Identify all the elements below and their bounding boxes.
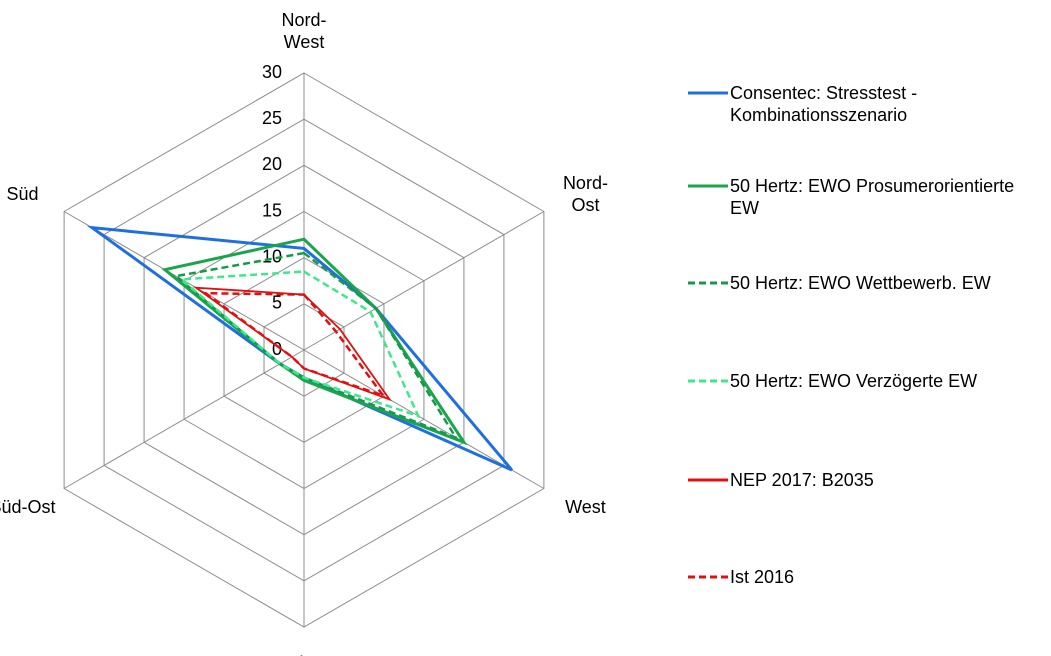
- grid-ring: [263, 303, 345, 397]
- series-line: [161, 237, 468, 446]
- series-line: [178, 270, 421, 419]
- series-line: [201, 291, 387, 399]
- legend-label: 50 Hertz: EWO Verzögerte EW: [730, 371, 978, 391]
- legend-label: NEP 2017: B2035: [730, 470, 874, 490]
- axis-label: Mitte: [269, 652, 339, 656]
- grid-ring: [63, 72, 545, 628]
- grid-ring: [143, 164, 465, 536]
- axis-label: West: [565, 496, 606, 517]
- grid-ring: [223, 257, 385, 443]
- axis-label: Süd: [6, 183, 39, 204]
- r-tick-label: 15: [262, 200, 282, 220]
- r-tick-label: 25: [262, 108, 282, 128]
- r-tick-label: 0: [272, 339, 282, 359]
- axis-label: Süd-Ost: [0, 496, 56, 517]
- legend-label: 50 Hertz: EWO Wettbewerb. EW: [730, 273, 991, 293]
- r-tick-label: 30: [262, 62, 282, 82]
- r-tick-label: 20: [262, 154, 282, 174]
- legend-label: Ist 2016: [730, 567, 795, 587]
- axis-label: Nord-West: [281, 10, 327, 52]
- r-tick-label: 10: [262, 246, 282, 266]
- r-tick-label: 5: [272, 293, 282, 313]
- axis-label: Nord-Ost: [562, 172, 608, 215]
- legend-label: Consentec: Stresstest - Kombinationsszen…: [730, 83, 918, 125]
- legend-label: 50 Hertz: EWO Prosumerorientierte EW: [730, 176, 1015, 218]
- series-line: [173, 251, 459, 441]
